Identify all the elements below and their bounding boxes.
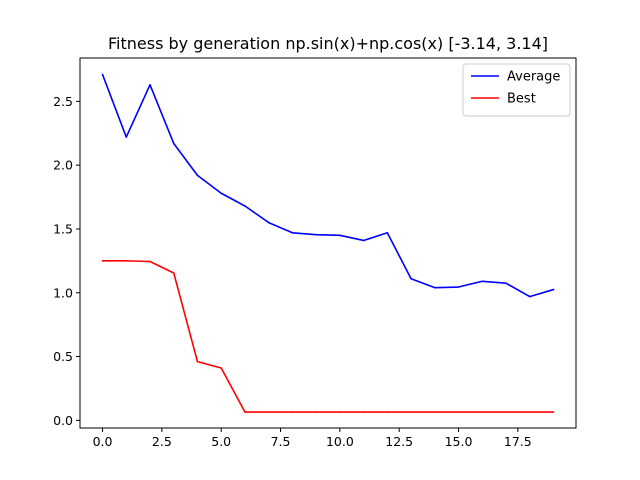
- series-line-average: [101, 73, 555, 298]
- y-tick-label: 1.5: [53, 221, 73, 236]
- data-point-best: [220, 367, 223, 369]
- x-tick-label: 5.0: [211, 434, 231, 449]
- data-point-best: [339, 411, 341, 413]
- legend-box: [462, 63, 571, 117]
- legend-label-best: Best: [507, 92, 536, 107]
- data-point-best: [410, 411, 412, 413]
- data-point-best: [172, 272, 175, 274]
- data-point-best: [481, 411, 484, 413]
- data-point-average: [505, 282, 507, 284]
- x-tick-label: 15.0: [445, 434, 473, 449]
- data-point-average: [244, 205, 246, 207]
- data-point-average: [433, 286, 436, 289]
- data-point-best: [291, 411, 294, 413]
- data-point-average: [528, 295, 531, 298]
- data-point-average: [149, 83, 151, 86]
- x-tick-label: 17.5: [504, 434, 532, 449]
- plot-frame: [79, 57, 577, 429]
- data-point-best: [362, 411, 365, 413]
- data-point-best: [315, 411, 317, 413]
- x-tick-label: 7.5: [271, 434, 291, 449]
- data-point-best: [528, 411, 531, 413]
- data-point-average: [101, 73, 104, 76]
- data-point-best: [101, 260, 104, 262]
- data-point-average: [125, 136, 128, 138]
- x-tick-label: 2.5: [152, 434, 172, 449]
- data-point-average: [291, 231, 294, 234]
- data-point-average: [457, 286, 460, 288]
- data-point-best: [196, 360, 199, 363]
- data-point-best: [433, 411, 436, 413]
- data-point-best: [552, 411, 555, 413]
- data-point-average: [267, 221, 270, 224]
- y-tick-label: 0.5: [53, 349, 73, 364]
- data-point-average: [172, 142, 175, 145]
- data-point-average: [339, 234, 341, 237]
- chart-title: Fitness by generation np.sin(x)+np.cos(x…: [108, 34, 548, 53]
- data-point-best: [386, 411, 389, 413]
- legend: Average Best: [462, 63, 571, 117]
- data-point-average: [362, 239, 365, 242]
- y-tick-label: 0.0: [53, 413, 73, 428]
- legend-label-average: Average: [507, 70, 560, 85]
- data-point-average: [315, 233, 317, 236]
- series-layer: [101, 73, 555, 413]
- data-point-average: [481, 280, 484, 283]
- x-tick-label: 12.5: [385, 434, 413, 449]
- data-point-best: [505, 411, 507, 413]
- data-point-best: [244, 411, 246, 413]
- y-axis: 0.0 0.5 1.0 1.5 2.0 2.5: [53, 94, 80, 428]
- x-axis: 0.0 2.5 5.0 7.5 10.0 12.5 15.0 17.5: [93, 428, 532, 449]
- data-point-average: [196, 174, 199, 177]
- data-point-average: [386, 231, 389, 234]
- data-point-average: [552, 288, 555, 291]
- y-tick-label: 1.0: [53, 285, 73, 300]
- data-point-average: [410, 277, 412, 280]
- y-tick-label: 2.5: [53, 94, 73, 109]
- data-point-average: [220, 192, 223, 195]
- y-tick-label: 2.0: [53, 158, 73, 173]
- data-point-best: [457, 411, 460, 413]
- x-tick-label: 0.0: [93, 434, 113, 449]
- data-point-best: [125, 260, 128, 262]
- data-point-best: [149, 260, 151, 263]
- series-line-best: [101, 260, 555, 413]
- x-tick-label: 10.0: [326, 434, 354, 449]
- data-point-best: [267, 411, 270, 413]
